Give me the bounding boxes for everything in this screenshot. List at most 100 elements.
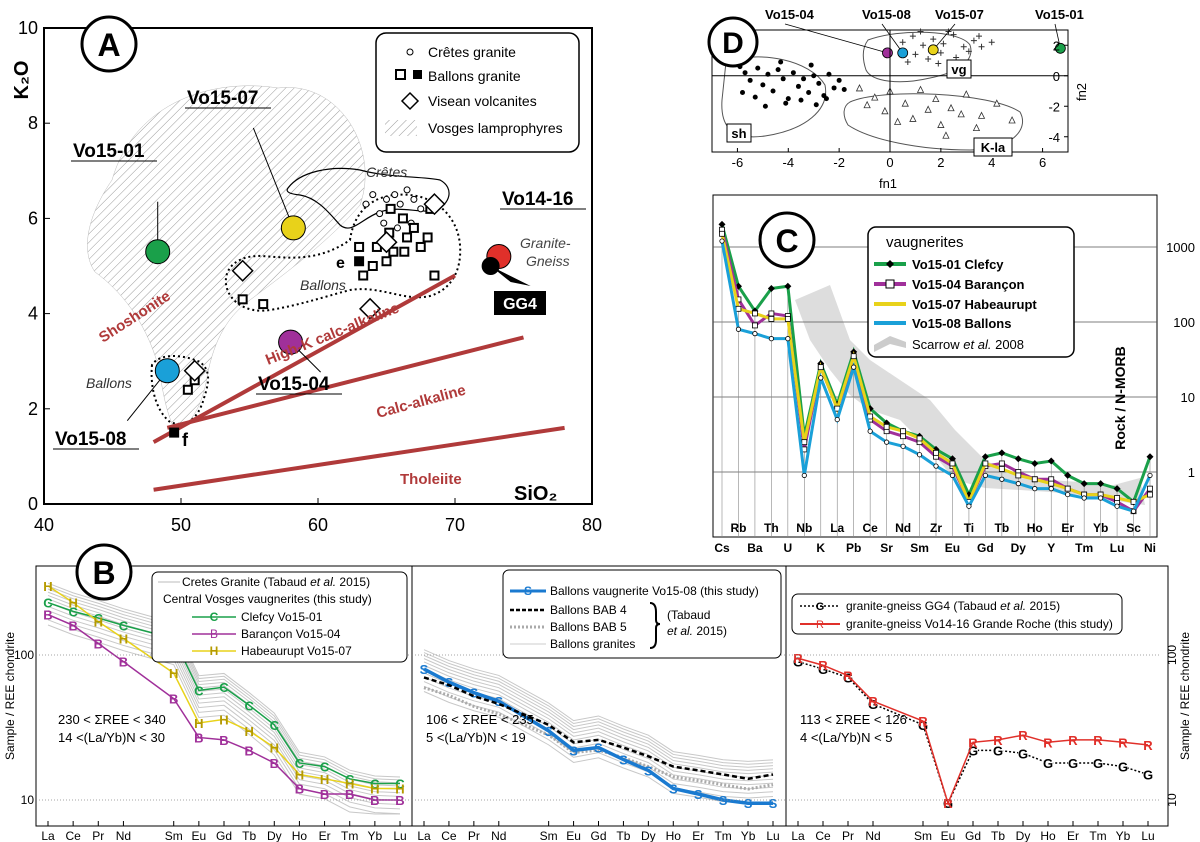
d-xlabel: fn1 <box>879 176 897 191</box>
ann-b1-1: 230 < ΣREE < 340 <box>58 712 166 727</box>
ballons-point-filled <box>169 427 180 438</box>
c-marker <box>1098 495 1104 501</box>
c-marker <box>884 439 890 445</box>
c-marker <box>1130 508 1137 514</box>
legend-b2-l4: Ballons granites <box>550 637 635 651</box>
c-marker <box>949 472 956 479</box>
d-sample-vo15-07 <box>927 44 939 56</box>
vg-point <box>953 54 960 61</box>
b-xtick-label: Tm <box>341 829 358 842</box>
b-marker: C <box>395 776 405 791</box>
vg-point <box>899 39 906 46</box>
c-marker <box>834 416 840 423</box>
legend-b3: G granite-gneiss GG4 (Tabaud et al. 2015… <box>791 593 1123 635</box>
b-marker: S <box>744 796 753 811</box>
panel-label-c <box>758 211 816 269</box>
c-marker <box>900 443 906 449</box>
c-tick-label: Nb <box>796 521 812 535</box>
ballons-point <box>399 246 410 257</box>
b-grey-line <box>423 661 774 775</box>
k-la-point <box>962 90 970 98</box>
c-marker <box>916 435 923 442</box>
b-marker: G <box>868 697 878 712</box>
c-marker <box>1097 480 1105 488</box>
d-xtick-label: 2 <box>937 155 944 170</box>
c-marker <box>767 284 775 292</box>
c-marker <box>817 364 824 371</box>
point-e-label: e <box>336 255 345 272</box>
legend-c-s3: Vo15-07 Habeaurupt <box>912 297 1037 312</box>
sh-point <box>798 97 804 103</box>
b-marker: C <box>320 760 330 775</box>
sh-point <box>752 94 758 100</box>
b-xtick-label: Pr <box>468 829 480 842</box>
c-marker <box>1032 486 1038 492</box>
vg-point <box>970 37 977 44</box>
a-ytick-label: 0 <box>28 494 38 514</box>
b-marker: R <box>968 735 978 750</box>
b-marker: B <box>244 743 253 758</box>
legend-b2-l1: Ballons vaugnerite Vo15-08 (this study) <box>550 584 759 598</box>
panel-label-d <box>707 16 759 68</box>
vg-point <box>930 36 937 43</box>
c-marker <box>768 336 774 342</box>
b-marker: R <box>1143 738 1153 753</box>
vg-point <box>935 60 942 67</box>
b-grey-line <box>47 598 401 794</box>
vg-point <box>950 31 957 38</box>
ballons-field-label: Ballons <box>300 277 346 293</box>
c-marker <box>1048 486 1054 492</box>
c-ytick-label: 1000 <box>1166 240 1195 255</box>
b-marker: R <box>793 651 803 666</box>
sh-point <box>783 100 789 106</box>
volcanite-point <box>423 193 446 216</box>
c-marker <box>933 463 939 469</box>
volcanite-point <box>358 297 382 320</box>
b-marker-bg <box>1093 757 1103 768</box>
b-xtick-label: Yb <box>368 829 383 842</box>
b-marker: H <box>244 724 253 739</box>
b-xtick-label: Yb <box>741 829 756 842</box>
d-ytick-label: 0 <box>1053 69 1060 84</box>
b-marker: B <box>345 787 354 802</box>
b-marker: G <box>843 670 853 685</box>
d-leader <box>932 23 956 51</box>
ballons-field-low <box>150 355 210 425</box>
a-ylabel: K₂O <box>11 61 33 100</box>
a-ytick-label: 6 <box>28 208 38 228</box>
sh-point <box>836 77 842 83</box>
vg-point <box>976 33 982 40</box>
b-xtick-label: Ho <box>1040 829 1056 842</box>
c-ytick-label: 1 <box>1188 465 1195 480</box>
b-xtick-label: Eu <box>566 829 581 842</box>
b-marker: G <box>1143 767 1153 782</box>
legend-b1-l2: Central Vosges vaugnerites (this study) <box>163 592 372 606</box>
vg-point <box>978 43 985 50</box>
d-ytick-label: -2 <box>1048 99 1060 114</box>
a-ytick-label: 4 <box>28 304 38 324</box>
a-xtick-label: 80 <box>582 515 602 535</box>
legend-cretes: Crêtes granite <box>428 44 516 60</box>
legend-volcanites-symbol <box>400 91 420 111</box>
cretes-point <box>362 200 370 208</box>
c-marker <box>982 460 989 467</box>
b-marker: B <box>219 733 228 748</box>
b-xtick-label: Pr <box>92 829 104 842</box>
sh-point <box>823 96 829 102</box>
c-tick-label: U <box>784 541 793 555</box>
b-ytick-label: 100 <box>1165 645 1179 665</box>
b-marker: H <box>320 772 329 787</box>
b-xtick-label: Sm <box>540 829 558 842</box>
d-xtick-label: 4 <box>988 155 995 170</box>
b-marker: S <box>569 743 578 758</box>
tholeiite-label: Tholeiite <box>400 471 462 488</box>
b-xtick-label: Nd <box>491 829 506 842</box>
d-leader <box>881 23 904 54</box>
c-marker <box>768 310 775 317</box>
c-tick-label: Sm <box>910 541 929 555</box>
cretes-point <box>396 200 404 208</box>
c-ytick-label: 100 <box>1173 315 1195 330</box>
b-marker: B <box>94 637 103 652</box>
cretes-point <box>369 191 377 199</box>
b-marker-bg <box>1068 757 1078 768</box>
